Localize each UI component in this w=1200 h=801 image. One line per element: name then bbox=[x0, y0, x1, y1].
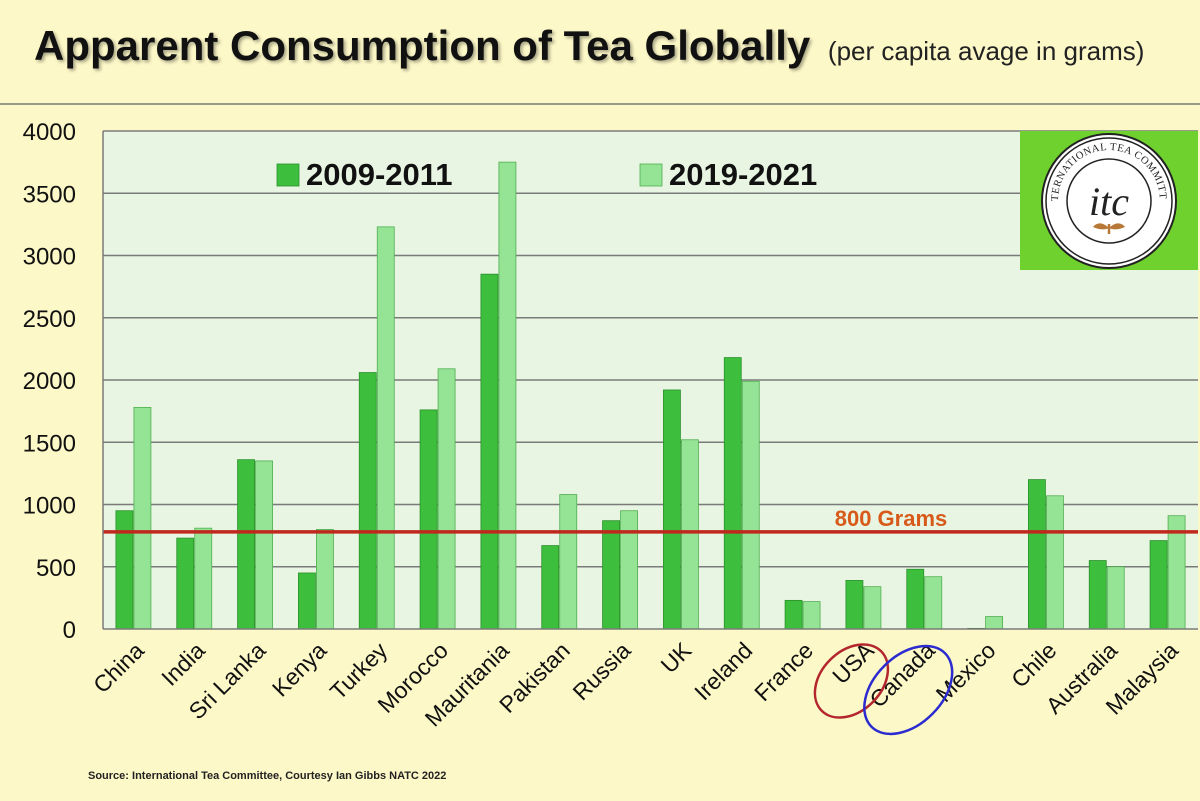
y-tick-label: 0 bbox=[63, 617, 76, 644]
x-tick-label-uk: UK bbox=[655, 637, 696, 678]
bar-china-2019-2021 bbox=[133, 406, 152, 630]
bar-mauritania-2009-2011 bbox=[480, 273, 499, 630]
bar-usa-2009-2011 bbox=[845, 580, 864, 630]
bar-morocco-2009-2011 bbox=[419, 409, 438, 630]
chart-title: Apparent Consumption of Tea Globally (pe… bbox=[34, 22, 1144, 70]
bar-russia-2009-2011 bbox=[602, 520, 620, 630]
bar-usa-2019-2021 bbox=[863, 586, 882, 630]
bar-mexico-2019-2021 bbox=[985, 616, 1003, 630]
bar-sri-lanka-2009-2011 bbox=[237, 459, 255, 630]
bar-ireland-2019-2021 bbox=[741, 380, 760, 630]
highlight-circle-usa bbox=[813, 643, 890, 719]
bar-kenya-2009-2011 bbox=[298, 572, 316, 630]
y-tick-label: 1500 bbox=[23, 430, 76, 457]
x-tick-label-ireland: Ireland bbox=[689, 637, 757, 705]
bar-russia-2019-2021 bbox=[620, 510, 638, 630]
x-tick-label-russia: Russia bbox=[568, 637, 636, 705]
legend: 2009-2011 2019-2021 bbox=[276, 157, 817, 192]
reference-line-group: 800 Grams bbox=[103, 506, 1198, 534]
logo-monogram: itc bbox=[1089, 179, 1129, 224]
title-divider bbox=[0, 103, 1200, 105]
x-tick-label-kenya: Kenya bbox=[267, 637, 332, 702]
legend-label-2009-2011: 2009-2011 bbox=[306, 157, 453, 192]
bar-pakistan-2019-2021 bbox=[559, 494, 578, 630]
chart-title-text: Apparent Consumption of Tea Globally bbox=[34, 22, 811, 69]
bar-sri-lanka-2019-2021 bbox=[255, 460, 273, 630]
y-tick-label: 3500 bbox=[23, 181, 76, 208]
x-tick-label-india: India bbox=[156, 637, 210, 691]
bar-chile-2019-2021 bbox=[1046, 495, 1064, 630]
x-tick-label-france: France bbox=[749, 637, 818, 706]
bar-kenya-2019-2021 bbox=[316, 529, 334, 630]
legend-swatch-2009-2011 bbox=[276, 163, 300, 187]
bar-canada-2019-2021 bbox=[924, 576, 943, 630]
bars bbox=[115, 161, 1186, 630]
bar-australia-2019-2021 bbox=[1106, 566, 1125, 630]
source-note: Source: International Tea Committee, Cou… bbox=[88, 770, 447, 782]
bar-ireland-2009-2011 bbox=[723, 357, 742, 630]
bar-turkey-2009-2011 bbox=[358, 372, 377, 630]
y-tick-label: 1000 bbox=[23, 493, 76, 520]
bar-uk-2009-2011 bbox=[663, 389, 681, 630]
reference-line-label: 800 Grams bbox=[835, 506, 948, 531]
x-tick-label-chile: Chile bbox=[1006, 637, 1061, 692]
y-tick-label: 3000 bbox=[23, 244, 76, 271]
bar-india-2009-2011 bbox=[176, 537, 195, 630]
bar-malaysia-2009-2011 bbox=[1149, 540, 1168, 630]
legend-label-2019-2021: 2019-2021 bbox=[669, 157, 817, 192]
bar-pakistan-2009-2011 bbox=[541, 545, 560, 630]
bar-turkey-2019-2021 bbox=[376, 226, 395, 630]
x-tick-label-china: China bbox=[88, 637, 149, 698]
highlight-circle-canada bbox=[863, 644, 954, 736]
y-tick-label: 2500 bbox=[23, 306, 76, 333]
bar-uk-2019-2021 bbox=[681, 439, 699, 630]
bar-mauritania-2019-2021 bbox=[498, 161, 517, 630]
itc-logo: INTERNATIONAL TEA COMMITTEE itc bbox=[1016, 123, 1198, 270]
chart-subtitle: (per capita avage in grams) bbox=[827, 36, 1145, 66]
bar-chile-2009-2011 bbox=[1028, 479, 1046, 630]
gridlines bbox=[103, 130, 1198, 568]
itc-seal-icon: INTERNATIONAL TEA COMMITTEE itc bbox=[1016, 123, 1177, 269]
bar-china-2009-2011 bbox=[115, 510, 134, 630]
bar-france-2019-2021 bbox=[802, 601, 821, 630]
y-tick-label: 500 bbox=[36, 555, 76, 582]
x-tick-label-mexico: Mexico bbox=[931, 637, 1001, 707]
y-tick-label: 2000 bbox=[23, 368, 76, 395]
y-tick-label: 4000 bbox=[23, 119, 76, 146]
bar-australia-2009-2011 bbox=[1088, 560, 1107, 630]
axes: 0 500 1000 1500 2000 2500 3000 3500 4000 bbox=[23, 119, 1198, 644]
bar-morocco-2019-2021 bbox=[437, 368, 456, 630]
bar-india-2019-2021 bbox=[194, 527, 213, 630]
legend-swatch-2019-2021 bbox=[639, 163, 663, 187]
bar-france-2009-2011 bbox=[784, 599, 803, 630]
bar-canada-2009-2011 bbox=[906, 568, 925, 630]
